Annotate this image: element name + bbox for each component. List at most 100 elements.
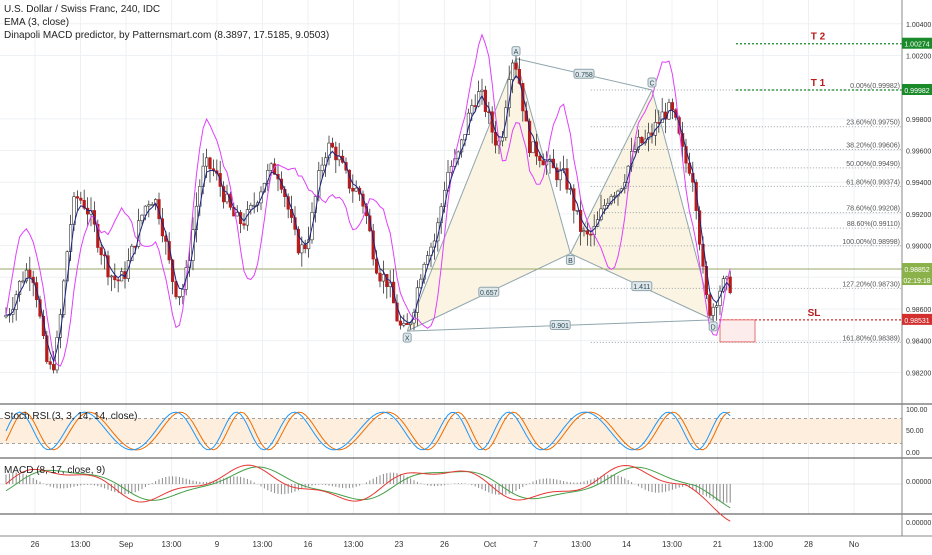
candle-up <box>419 278 423 289</box>
candle-down <box>398 320 403 326</box>
candle-down <box>351 188 355 192</box>
pattern-point-label: C <box>649 80 654 87</box>
price-tick-label: 0.99800 <box>906 117 931 124</box>
candle-down <box>541 160 545 166</box>
price-tick-label: 0.99200 <box>906 212 931 219</box>
price-tag-value: 1.00274 <box>904 42 929 49</box>
stop-loss-zone <box>719 319 756 343</box>
candle-up <box>381 273 386 282</box>
pattern-point-marker <box>565 254 575 265</box>
candle-down <box>514 62 518 70</box>
price-tag-value: 0.99982 <box>904 88 929 95</box>
candle-up <box>425 255 430 265</box>
candle-up <box>191 229 195 261</box>
pattern-point-label: B <box>568 258 573 265</box>
macd-tick-label: 0.00000 <box>906 479 931 486</box>
candle-down <box>670 102 674 110</box>
price-tag-value: 0.98531 <box>904 318 929 325</box>
pattern-point-marker <box>402 332 412 343</box>
time-tick-label: 13:00 <box>571 540 592 549</box>
fib-level-label: 23.60%(0.99750) <box>846 120 900 127</box>
price-tag-countdown: 02:19:18 <box>903 278 930 285</box>
candle-down <box>517 69 521 84</box>
fib-level-label: 127.20%(0.98730) <box>842 281 900 288</box>
pattern-point-label: A <box>514 49 519 56</box>
indicator-lines <box>5 33 731 367</box>
candle-up <box>531 141 535 154</box>
candle-up <box>575 209 579 212</box>
pattern-ratio-badge <box>631 281 653 292</box>
fib-level-label: 161.80%(0.98389) <box>842 335 900 342</box>
candle-down <box>123 271 127 279</box>
price-tick-label: 1.00200 <box>906 53 931 60</box>
pattern-point-label: D <box>711 324 716 331</box>
fibonacci-levels: 0.00%(0.99982) 23.60%(0.99750) 38.20%(0.99… <box>0 32 902 343</box>
time-tick-label: 13:00 <box>252 540 273 549</box>
candle-down <box>296 229 301 254</box>
candle-up <box>235 212 239 217</box>
candle-down <box>374 258 379 274</box>
candle-down <box>45 335 49 362</box>
candle-up <box>612 195 617 198</box>
candle-up <box>320 164 324 171</box>
candle-down <box>279 178 284 190</box>
candle-down <box>640 136 644 144</box>
target-label: T 1 <box>811 78 826 89</box>
ema-legend: EMA (3, close) <box>4 17 70 28</box>
pattern-ratio-badge <box>549 319 571 330</box>
candle-up <box>252 204 256 207</box>
time-tick-label: 7 <box>533 540 538 549</box>
candle-down <box>555 167 559 181</box>
time-tick-label: 26 <box>440 540 449 549</box>
candle-up <box>415 287 420 313</box>
pattern-point-label: X <box>405 336 410 343</box>
price-tick-label: 0.99400 <box>906 180 931 187</box>
candle-down <box>222 186 226 203</box>
pattern-leg <box>406 58 517 332</box>
candle-down <box>86 207 90 215</box>
macd-signal-line <box>5 466 731 509</box>
fib-level-label: 38.20%(0.99606) <box>846 143 900 150</box>
candle-down <box>330 142 335 148</box>
price-tick-label: 0.98200 <box>906 370 931 377</box>
candle-down <box>687 162 691 174</box>
candle-down <box>490 111 494 133</box>
pattern-point-marker <box>647 77 657 88</box>
candle-up <box>306 239 311 250</box>
time-tick-label: No <box>849 540 860 549</box>
fib-level-label: 100.00%(0.98998) <box>842 239 900 246</box>
candle-up <box>354 187 358 192</box>
pattern-leg <box>569 89 653 254</box>
price-tick-label: 0.98600 <box>906 307 931 314</box>
time-tick-label: 13:00 <box>161 540 182 549</box>
macd-line <box>5 464 731 522</box>
candle-up <box>636 136 640 150</box>
time-tick-label: 26 <box>31 540 40 549</box>
pattern-ratio-label: 0.758 <box>575 72 593 79</box>
pattern-ratio-label: 0.657 <box>480 290 498 297</box>
time-tick-label: 13:00 <box>662 540 683 549</box>
stop-loss-label: SL <box>808 308 821 319</box>
candle-down <box>79 197 83 201</box>
candle-down <box>75 196 79 199</box>
price-tag <box>902 313 932 325</box>
price-tick-label: 0.99600 <box>906 149 931 156</box>
candle-up <box>602 205 606 210</box>
candle-up <box>109 275 113 278</box>
time-tick-label: 23 <box>395 540 404 549</box>
candlesticks <box>4 52 732 374</box>
candle-down <box>28 269 32 278</box>
candle-down <box>174 281 178 298</box>
pattern-ratio-badge <box>478 286 500 297</box>
candle-up <box>147 204 151 207</box>
candle-up <box>17 280 22 295</box>
price-tag <box>902 263 932 286</box>
time-tick-label: 16 <box>304 540 313 549</box>
macd-label: MACD (8, 17, close, 9) <box>4 465 106 476</box>
candle-up <box>510 62 515 80</box>
candle-down <box>334 146 338 161</box>
candle-down <box>585 230 589 235</box>
